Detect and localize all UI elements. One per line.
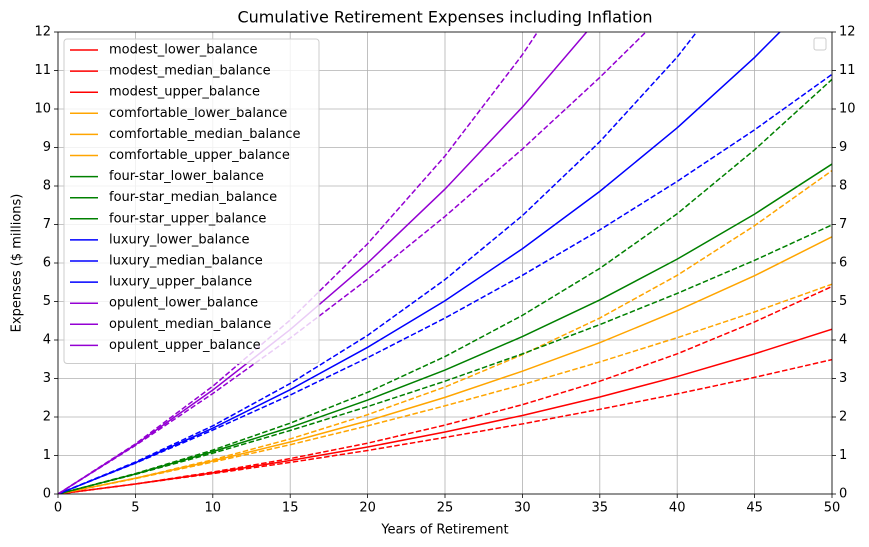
y-tick-label: 10 [34,102,51,117]
x-tick-label: 25 [437,501,454,516]
legend-label: opulent_lower_balance [109,296,258,311]
legend-label: four-star_lower_balance [109,169,264,184]
y-tick-label: 9 [43,140,51,155]
legend-label: opulent_median_balance [109,317,271,332]
x-tick-label: 35 [592,501,609,516]
series-line [58,32,588,494]
legend: modest_lower_balance modest_median_balanc… [63,38,320,364]
x-tick-label: 10 [205,501,222,516]
chart-title: Cumulative Retirement Expenses including… [237,8,652,27]
series-line [58,32,698,494]
y2-tick-label: 11 [839,63,856,78]
series-line [58,32,781,494]
y2-tick-label: 1 [839,448,847,463]
y2-tick-label: 6 [839,256,847,271]
legend-label: luxury_lower_balance [109,232,250,247]
y-tick-label: 11 [34,63,51,78]
y2-tick-label: 0 [839,487,847,502]
series-line [58,73,832,494]
y-tick-label: 3 [43,371,51,386]
x-tick-label: 20 [359,501,376,516]
x-tick-label: 45 [746,501,763,516]
y-axis-label: Expenses ($ millions) [10,194,25,333]
series-line [58,32,539,494]
legend-label: four-star_upper_balance [109,211,266,226]
y2-tick-label: 5 [839,294,847,309]
y2-tick-label: 9 [839,140,847,155]
y-tick-label: 6 [43,256,51,271]
y2-tick-label: 12 [839,25,856,40]
x-tick-label: 15 [282,501,299,516]
y-tick-label: 4 [43,333,51,348]
legend-label: comfortable_upper_balance [109,148,290,163]
x-tick-label: 5 [131,501,139,516]
y-tick-label: 7 [43,217,51,232]
y-tick-label: 0 [43,487,51,502]
y-tick-label: 8 [43,179,51,194]
y-tick-label: 2 [43,410,51,425]
y-tick-label: 5 [43,294,51,309]
series-line [58,78,832,494]
y2-tick-label: 2 [839,410,847,425]
legend-label: modest_median_balance [109,64,271,79]
legend-label: luxury_median_balance [109,254,263,269]
plot-lines [58,32,832,494]
y-tick-label: 12 [34,25,51,40]
x-axis-label: Years of Retirement [380,523,508,538]
legend-box [63,38,320,364]
y-tick-label: 1 [43,448,51,463]
empty-legend [813,37,827,51]
legend-label: comfortable_lower_balance [109,106,287,121]
series-line [58,285,832,494]
plot-frame [57,31,833,495]
series-line [58,169,832,494]
y2-tick-label: 7 [839,217,847,232]
legend-label: luxury_upper_balance [109,275,252,290]
legend-label: comfortable_median_balance [109,127,300,142]
legend-label: modest_lower_balance [109,43,257,58]
x-tick-label: 0 [54,501,62,516]
y2-tick-label: 3 [839,371,847,386]
legend-label: opulent_upper_balance [109,338,261,353]
x-tick-label: 40 [669,501,686,516]
legend-label: four-star_median_balance [109,190,277,205]
legend-label: modest_upper_balance [109,85,260,100]
y2-tick-label: 10 [839,102,856,117]
series-line [58,32,647,494]
x-tick-label: 50 [824,501,841,516]
series-line [58,163,832,494]
x-tick-label: 30 [514,501,531,516]
y2-tick-label: 8 [839,179,847,194]
series-line [58,283,832,494]
series-line [58,224,832,494]
y2-tick-label: 4 [839,333,847,348]
